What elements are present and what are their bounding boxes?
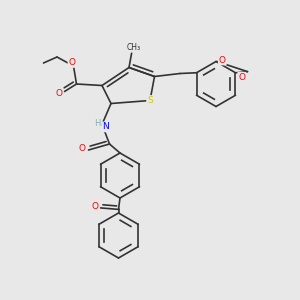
Text: N: N [102,122,109,131]
Text: H: H [94,118,101,127]
Text: O: O [68,58,76,67]
Text: CH₃: CH₃ [126,43,141,52]
Text: O: O [92,202,99,211]
Text: S: S [147,96,153,105]
Text: O: O [56,89,63,98]
Text: O: O [238,73,245,82]
Text: O: O [79,144,86,153]
Text: O: O [219,56,226,64]
